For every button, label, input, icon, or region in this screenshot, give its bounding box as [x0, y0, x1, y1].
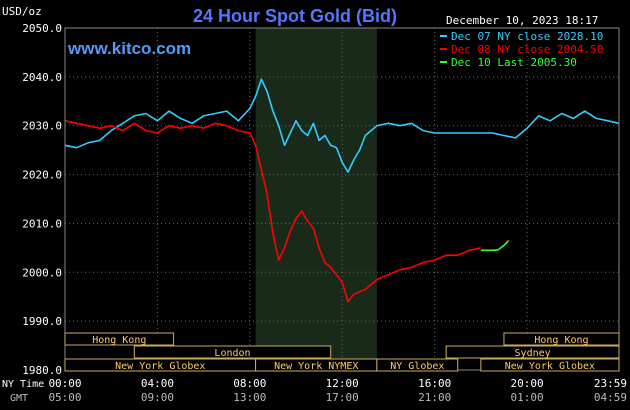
x-tick-label-gmt: 05:00: [48, 391, 81, 404]
x-tick-label-gmt: 09:00: [141, 391, 174, 404]
x-tick-label-ny: 23:59: [594, 377, 627, 390]
y-tick-label: 2010.0: [22, 217, 62, 230]
unit-label: USD/oz: [2, 5, 42, 18]
x-tick-label-ny: 20:00: [510, 377, 543, 390]
y-tick-label: 1990.0: [22, 315, 62, 328]
series-layer: [64, 78, 620, 303]
session-label: Hong Kong: [534, 335, 588, 346]
session-box: [376, 358, 459, 372]
y-tick-label: 2020.0: [22, 169, 62, 182]
series-line-2: [64, 120, 481, 303]
y-tick-label: 1980.0: [22, 364, 62, 377]
legend-entry: Dec 10 Last 2005.30: [451, 56, 577, 69]
chart-title: 24 Hour Spot Gold (Bid): [193, 6, 397, 26]
gmt-label: GMT: [10, 393, 28, 404]
y-tick-label: 2040.0: [22, 71, 62, 84]
site-label: www.kitco.com: [67, 39, 191, 58]
x-tick-label-gmt: 17:00: [326, 391, 359, 404]
x-tick-label-ny: 12:00: [326, 377, 359, 390]
series-line-3: [480, 239, 510, 252]
nymex-session-band: [255, 28, 377, 370]
session-box: [480, 358, 620, 372]
ny-time-label: NY Time: [2, 379, 44, 390]
x-tick-label-ny: 16:00: [418, 377, 451, 390]
datetime-label: December 10, 2023 18:17: [446, 14, 598, 27]
session-label: New York Globex: [115, 361, 205, 372]
session-label: Sydney: [515, 348, 551, 359]
session-box: [64, 332, 175, 346]
x-tick-label-ny: 04:00: [141, 377, 174, 390]
x-tick-label-gmt: 04:59: [594, 391, 627, 404]
session-label: New York NYMEX: [274, 361, 358, 372]
x-tick-label-ny: 08:00: [233, 377, 266, 390]
y-tick-label: 2000.0: [22, 266, 62, 279]
session-label: London: [214, 348, 250, 359]
session-label: Hong Kong: [92, 335, 146, 346]
session-labels: Hong Kong Hong Kong London Sydney New York G…: [64, 332, 620, 372]
x-tick-label-ny: 00:00: [48, 377, 81, 390]
x-tick-labels: 00:00 04:00 08:00 12:00 16:00 20:00 23:59 05:00…: [48, 377, 627, 404]
y-tick-labels: 2050.0 2040.0 2030.0 2020.0 2010.0 2000.0 1990…: [22, 22, 62, 377]
y-tick-label: 2030.0: [22, 120, 62, 133]
x-tick-label-gmt: 13:00: [233, 391, 266, 404]
session-label: NY Globex: [390, 361, 444, 372]
session-box: [133, 345, 332, 359]
legend-entry: Dec 07 NY close 2028.10: [451, 30, 603, 43]
legend-entry: Dec 08 NY close 2004.50: [451, 43, 603, 56]
x-tick-label-gmt: 21:00: [418, 391, 451, 404]
session-box: [445, 345, 620, 359]
x-tick-label-gmt: 01:00: [510, 391, 543, 404]
y-tick-label: 2050.0: [22, 22, 62, 35]
session-label: New York Globex: [505, 361, 595, 372]
series-line-1: [64, 78, 620, 173]
session-box: [503, 332, 620, 346]
